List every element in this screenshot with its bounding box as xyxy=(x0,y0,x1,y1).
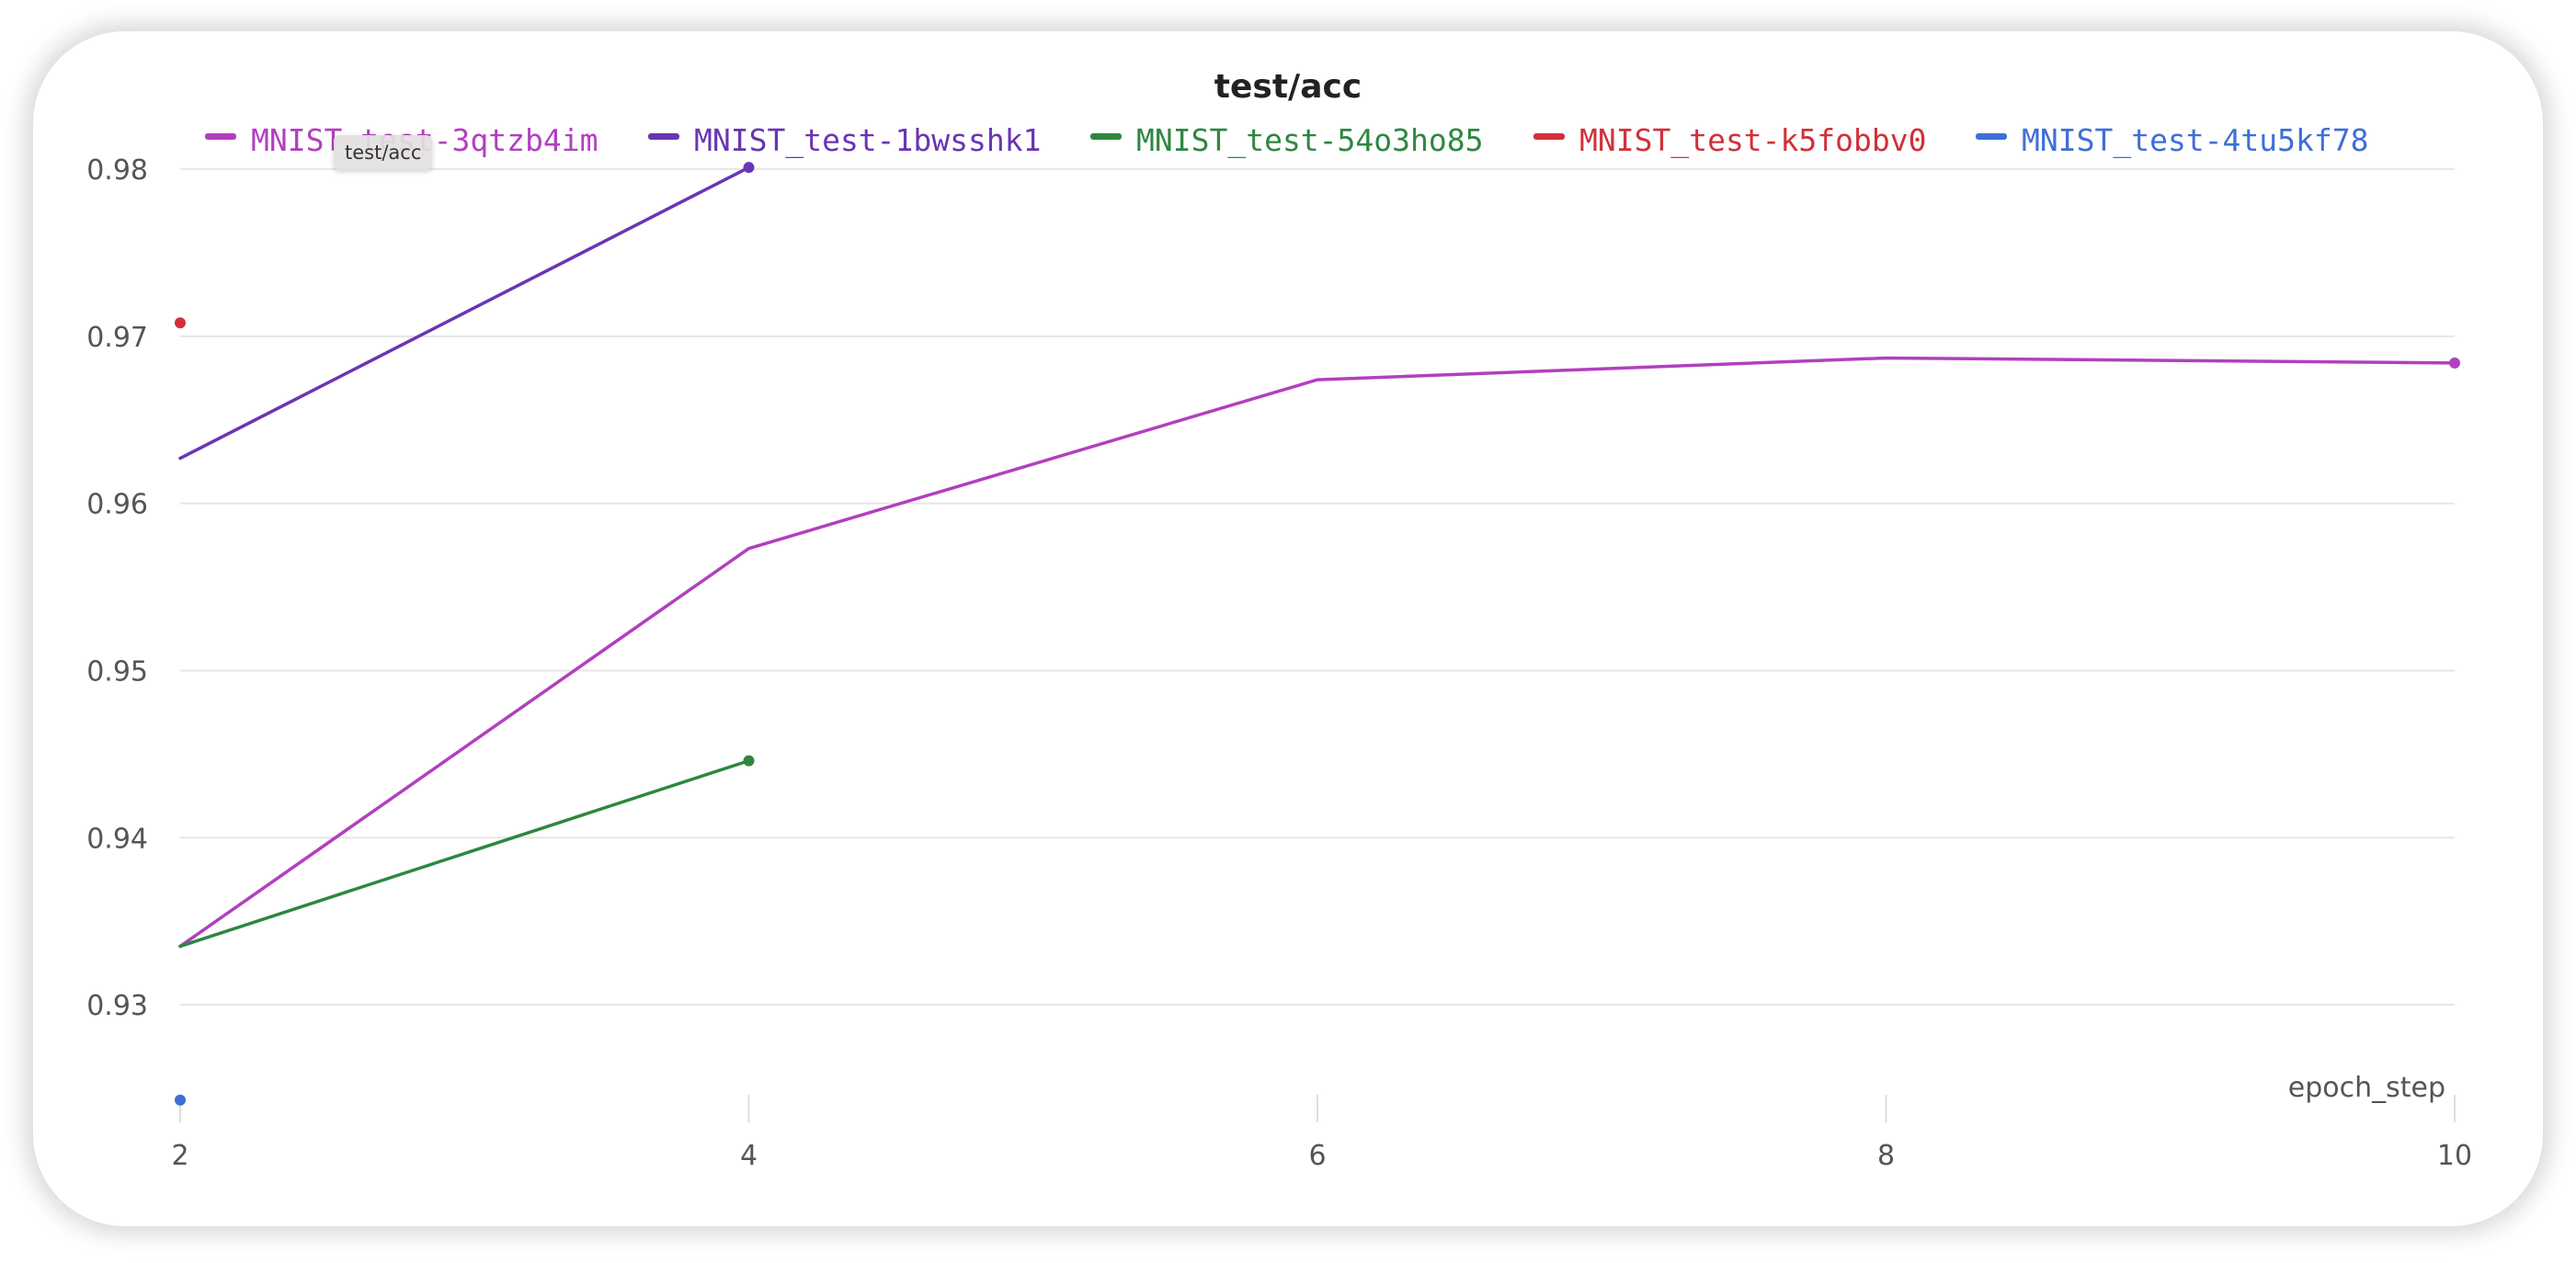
legend-swatch xyxy=(1533,133,1565,140)
data-point[interactable] xyxy=(175,317,186,329)
series-group xyxy=(175,317,186,329)
y-tick-label: 0.98 xyxy=(86,154,148,187)
legend-item[interactable]: MNIST_test-4tu5kf78 xyxy=(1976,122,2369,159)
legend-swatch xyxy=(1976,133,2007,140)
chart-title: test/acc xyxy=(1214,68,1362,106)
chart-card: test/acc 0.93 0.94 0.95 0.96 0.97 0.98 2 4 6 8 10… xyxy=(33,31,2543,1226)
legend-label: MNIST_test-4tu5kf78 xyxy=(2022,122,2369,159)
y-tick-label: 0.96 xyxy=(86,489,148,521)
y-axis-ticks: 0.93 0.94 0.95 0.96 0.97 0.98 xyxy=(86,154,148,1022)
chart-svg: test/acc 0.93 0.94 0.95 0.96 0.97 0.98 2 4 6 8 10… xyxy=(86,68,2472,1172)
x-tick-label: 4 xyxy=(740,1140,758,1172)
legend-swatch xyxy=(205,133,236,140)
y-tick-label: 0.95 xyxy=(86,655,148,688)
data-point[interactable] xyxy=(743,162,755,174)
y-tick-label: 0.93 xyxy=(86,990,148,1022)
series-group xyxy=(178,162,755,461)
legend-label: MNIST_test-k5fobbv0 xyxy=(1579,122,1927,159)
legend-swatch xyxy=(1090,133,1122,140)
legend-item[interactable]: MNIST_test-1bwsshk1 xyxy=(648,122,1042,159)
series-group xyxy=(178,755,755,949)
x-tick-label: 8 xyxy=(1877,1140,1895,1172)
series-line[interactable] xyxy=(178,165,751,461)
hover-tooltip: test/acc xyxy=(334,135,433,170)
data-point[interactable] xyxy=(175,1094,186,1106)
legend-label: MNIST_test-54o3ho85 xyxy=(1136,122,1484,159)
x-tick-label: 10 xyxy=(2437,1140,2472,1172)
x-axis-label: epoch_step xyxy=(2288,1072,2445,1104)
series-line[interactable] xyxy=(178,758,751,949)
x-axis-ticks: 2 4 6 8 10 xyxy=(171,1095,2472,1172)
x-tick-label: 6 xyxy=(1308,1140,1326,1172)
legend-item[interactable]: MNIST_test-54o3ho85 xyxy=(1090,122,1484,159)
series-group xyxy=(175,1094,186,1106)
x-tick-label: 2 xyxy=(171,1140,188,1172)
series-lines xyxy=(175,162,2460,1106)
y-tick-label: 0.97 xyxy=(86,322,148,354)
legend-label: MNIST_test-1bwsshk1 xyxy=(694,122,1042,159)
data-point[interactable] xyxy=(2449,357,2460,369)
series-group xyxy=(178,356,2460,949)
legend[interactable]: MNIST_test-3qtzb4imMNIST_test-1bwsshk1MN… xyxy=(205,122,2369,159)
y-tick-label: 0.94 xyxy=(86,823,148,855)
grid-lines xyxy=(180,168,2455,1007)
legend-swatch xyxy=(648,133,679,140)
data-point[interactable] xyxy=(743,755,755,767)
legend-item[interactable]: MNIST_test-k5fobbv0 xyxy=(1533,122,1927,159)
series-line[interactable] xyxy=(178,356,2456,949)
